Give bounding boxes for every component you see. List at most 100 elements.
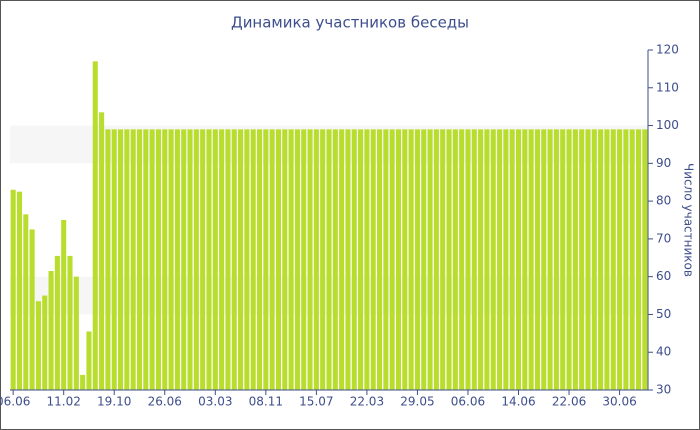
bar [452, 129, 458, 391]
bar [35, 301, 41, 390]
bar [301, 129, 307, 391]
bar [332, 129, 338, 391]
y-tick-label: 110 [656, 80, 679, 94]
bar [250, 129, 256, 391]
bar [503, 129, 509, 391]
bar [111, 129, 117, 391]
bar [471, 129, 477, 391]
bar [497, 129, 503, 391]
bar [181, 129, 187, 391]
bar [389, 129, 395, 391]
bar [105, 129, 111, 391]
bar [263, 129, 269, 391]
bar [617, 129, 623, 391]
bar [206, 129, 212, 391]
bar [534, 129, 540, 391]
bar [541, 129, 547, 391]
bar [23, 214, 29, 390]
bar [635, 129, 642, 391]
x-tick-label: 03.03 [198, 395, 232, 409]
bar [149, 129, 155, 391]
bar [42, 295, 48, 390]
x-tick-label: 29.05 [400, 395, 434, 409]
bar [231, 129, 237, 391]
bar [421, 129, 427, 391]
bar [459, 129, 465, 391]
bar [553, 129, 559, 391]
bar [143, 129, 149, 391]
bar [370, 129, 376, 391]
bar [547, 129, 553, 391]
chart-title: Динамика участников беседы [231, 14, 469, 32]
bar [351, 129, 357, 391]
bar [92, 61, 98, 390]
bar [256, 129, 263, 391]
bar [440, 129, 446, 391]
bar [408, 129, 414, 391]
bar [124, 129, 130, 391]
bar [155, 129, 161, 391]
bar [515, 129, 522, 391]
bar [168, 129, 174, 391]
bar [99, 112, 105, 390]
y-tick-label: 120 [656, 43, 679, 57]
bar [377, 129, 383, 391]
bar [345, 129, 351, 391]
y-tick-label: 30 [656, 383, 671, 397]
bar [395, 129, 402, 391]
x-tick-label: 06.06 [451, 395, 485, 409]
bar [67, 255, 73, 390]
bar [478, 129, 484, 391]
bar [86, 331, 92, 390]
bar [193, 129, 199, 391]
bar [54, 255, 60, 390]
bar [484, 129, 490, 391]
bar [509, 129, 515, 391]
bar [80, 374, 86, 390]
bar [629, 129, 635, 391]
x-tick-label: 22.06 [552, 395, 586, 409]
bar [48, 271, 54, 390]
bar [244, 129, 250, 391]
bar [433, 129, 439, 391]
x-tick-label: 30.06 [602, 395, 636, 409]
y-tick-label: 60 [656, 269, 671, 283]
bar [313, 129, 319, 391]
bar [174, 129, 180, 391]
bar [162, 129, 168, 391]
bar [320, 129, 326, 391]
y-tick-label: 40 [656, 345, 671, 359]
bar [572, 129, 578, 391]
bar [187, 129, 193, 391]
x-tick-label: 22.03 [350, 395, 384, 409]
bar [130, 129, 136, 391]
bar [402, 129, 408, 391]
bar [219, 129, 225, 391]
bar [383, 129, 389, 391]
bar [200, 129, 206, 391]
bar [446, 129, 452, 391]
x-tick-label: 11.02 [47, 395, 81, 409]
bar [414, 129, 420, 391]
bar [604, 129, 610, 391]
bar [623, 129, 629, 391]
bar [528, 129, 534, 391]
bar [522, 129, 528, 391]
bar [490, 129, 496, 391]
bar [358, 129, 364, 391]
bar [585, 129, 591, 391]
bar [642, 129, 648, 391]
bar [610, 129, 616, 391]
bar [118, 129, 124, 391]
bar [238, 129, 244, 391]
bar [10, 189, 16, 390]
bar [294, 129, 300, 391]
y-tick-label: 70 [656, 231, 671, 245]
bar [465, 129, 471, 391]
bar [339, 129, 345, 391]
bar [212, 129, 218, 391]
bar [73, 276, 79, 390]
grid-band [10, 50, 648, 88]
bar [288, 129, 294, 391]
